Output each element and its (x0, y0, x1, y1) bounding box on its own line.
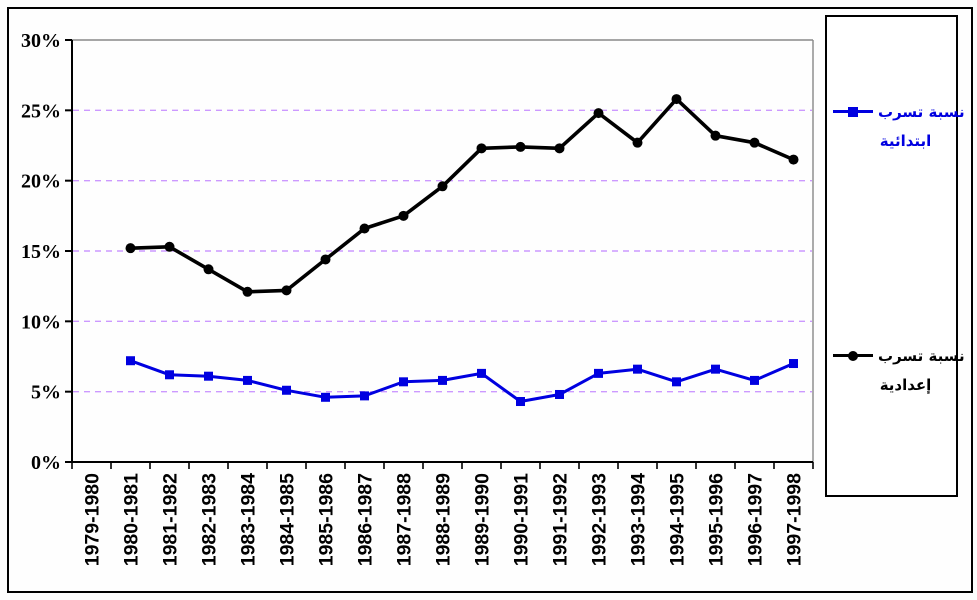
series-1-point-1992-1993 (593, 108, 604, 119)
x-tick-label-1989-1990: 1989-1990 (472, 473, 494, 566)
series-line-0 (129, 359, 795, 403)
series-1-point-1987-1988 (398, 210, 409, 221)
legend-label-primary-line1: نسبة تسرب (878, 103, 965, 121)
x-tick-label-1994-1995: 1994-1995 (667, 473, 689, 566)
x-tick-label-1996-1997: 1996-1997 (745, 473, 767, 566)
y-tick-label-0%: 0% (31, 452, 61, 474)
y-tick-label-15%: 15% (21, 241, 61, 263)
series-1-point-1990-1991 (515, 141, 526, 152)
legend-label-primary-line2: ابتدائية (879, 132, 932, 150)
legend-label-preparatory-line2: إعدادية (879, 376, 932, 394)
series-0-point-1993-1994 (633, 364, 642, 374)
x-tick-label-1981-1982: 1981-1982 (160, 473, 182, 566)
legend-sample-line-square (833, 107, 873, 117)
series-1-point-1995-1996 (710, 130, 721, 141)
series-0-point-1988-1989 (438, 375, 447, 385)
series-1-point-1981-1982 (164, 241, 175, 252)
x-tick-label-1980-1981: 1980-1981 (121, 473, 143, 566)
series-0-point-1990-1991 (516, 397, 525, 407)
circle-marker-icon (848, 351, 858, 361)
legend-label-preparatory-line1: نسبة تسرب (878, 347, 965, 365)
y-tick-label-5%: 5% (31, 382, 61, 404)
series-0-point-1982-1983 (204, 371, 213, 381)
series-1-point-1986-1987 (359, 223, 370, 234)
x-tick-label-1992-1993: 1992-1993 (589, 473, 611, 566)
x-tick-label-1993-1994: 1993-1994 (628, 473, 650, 566)
series-1-point-1989-1990 (476, 143, 487, 154)
x-tick-label-1985-1986: 1985-1986 (316, 473, 338, 566)
series-1-point-1988-1989 (437, 181, 448, 192)
chart-outer-border (7, 7, 973, 593)
y-tick-label-30%: 30% (21, 30, 61, 52)
series-0-point-1987-1988 (399, 377, 408, 387)
series-1-point-1993-1994 (632, 137, 643, 148)
square-marker-icon (848, 107, 858, 117)
x-tick-label-1982-1983: 1982-1983 (199, 473, 221, 566)
series-0-point-1985-1986 (321, 392, 330, 402)
series-0-point-1980-1981 (126, 356, 135, 366)
series-0-point-1989-1990 (477, 368, 486, 378)
series-0-point-1983-1984 (243, 375, 252, 385)
x-tick-label-1979-1980: 1979-1980 (82, 473, 104, 566)
y-tick-label-10%: 10% (21, 311, 61, 333)
series-0-point-1995-1996 (711, 364, 720, 374)
x-tick-label-1997-1998: 1997-1998 (784, 473, 806, 566)
x-tick-label-1990-1991: 1990-1991 (511, 473, 533, 566)
x-tick-label-1988-1989: 1988-1989 (433, 473, 455, 566)
series-1-point-1994-1995 (671, 94, 682, 105)
series-0-point-1991-1992 (555, 389, 564, 399)
series-1-point-1983-1984 (242, 286, 253, 297)
legend-entry-preparatory: نسبة تسرب إعدادية (827, 347, 965, 394)
series-1-point-1991-1992 (554, 143, 565, 154)
series-0-point-1981-1982 (165, 370, 174, 380)
legend: نسبة تسرب ابتدائية نسبة تسرب إعدادية (825, 15, 965, 497)
series-0-point-1986-1987 (360, 391, 369, 401)
series-0-point-1996-1997 (750, 375, 759, 385)
series-line-1 (128, 97, 796, 294)
series-1-point-1984-1985 (281, 285, 292, 296)
x-tick-label-1986-1987: 1986-1987 (355, 473, 377, 566)
series-1-point-1980-1981 (125, 243, 136, 254)
legend-entry-primary: نسبة تسرب ابتدائية (827, 103, 965, 150)
y-tick-label-25%: 25% (21, 100, 61, 122)
series-0-point-1992-1993 (594, 368, 603, 378)
series-1-point-1985-1986 (320, 254, 331, 265)
series-0-point-1997-1998 (789, 359, 798, 369)
y-tick-label-20%: 20% (21, 171, 61, 193)
series-1-point-1996-1997 (749, 137, 760, 148)
series-1-point-1982-1983 (203, 264, 214, 275)
x-tick-label-1984-1985: 1984-1985 (277, 473, 299, 566)
x-tick-label-1987-1988: 1987-1988 (394, 473, 416, 566)
series-0-point-1994-1995 (672, 377, 681, 387)
legend-sample-line-circle (833, 351, 873, 361)
x-tick-label-1991-1992: 1991-1992 (550, 473, 572, 566)
x-tick-label-1983-1984: 1983-1984 (238, 473, 260, 566)
series-1-point-1997-1998 (788, 154, 799, 165)
x-tick-label-1995-1996: 1995-1996 (706, 473, 728, 566)
series-0-point-1984-1985 (282, 385, 291, 395)
